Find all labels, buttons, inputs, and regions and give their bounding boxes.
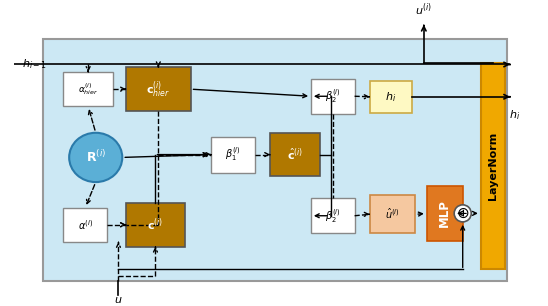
Text: $\mathbf{c}_{hier}^{(i)}$: $\mathbf{c}_{hier}^{(i)}$	[146, 79, 170, 99]
Text: MLP: MLP	[438, 200, 451, 227]
FancyBboxPatch shape	[427, 186, 463, 241]
Text: $u$: $u$	[114, 295, 123, 305]
FancyBboxPatch shape	[311, 198, 355, 233]
FancyBboxPatch shape	[126, 203, 185, 247]
Text: $h_i$: $h_i$	[509, 108, 521, 122]
Text: $\mathbf{c}^{(i)}$: $\mathbf{c}^{(i)}$	[147, 216, 164, 233]
Text: $\hat{u}^{(i)}$: $\hat{u}^{(i)}$	[385, 207, 400, 222]
Text: $h_{i-1}$: $h_{i-1}$	[22, 58, 47, 71]
Text: $\hat{\mathbf{c}}^{(i)}$: $\hat{\mathbf{c}}^{(i)}$	[287, 147, 303, 162]
Text: $\oplus$: $\oplus$	[456, 206, 470, 221]
FancyBboxPatch shape	[370, 80, 412, 113]
Ellipse shape	[69, 133, 122, 182]
Text: $\beta_2^{(i)}$: $\beta_2^{(i)}$	[325, 87, 341, 105]
Text: $\mathbf{R}^{(i)}$: $\mathbf{R}^{(i)}$	[85, 149, 106, 165]
Text: $\beta_2^{(i)}$: $\beta_2^{(i)}$	[325, 207, 341, 225]
Text: LayerNorm: LayerNorm	[488, 132, 498, 200]
FancyBboxPatch shape	[481, 63, 505, 269]
Text: $\alpha^{(i)}$: $\alpha^{(i)}$	[78, 218, 93, 232]
FancyBboxPatch shape	[270, 133, 319, 176]
FancyBboxPatch shape	[212, 136, 255, 173]
FancyBboxPatch shape	[64, 208, 107, 242]
FancyBboxPatch shape	[126, 67, 191, 111]
FancyBboxPatch shape	[64, 72, 113, 106]
FancyBboxPatch shape	[43, 39, 507, 281]
Text: $u^{(i)}$: $u^{(i)}$	[415, 2, 432, 18]
Circle shape	[454, 205, 471, 222]
FancyBboxPatch shape	[311, 79, 355, 114]
FancyBboxPatch shape	[370, 195, 415, 233]
Text: $h_i$: $h_i$	[385, 90, 396, 104]
Text: $\alpha_{hier}^{(i)}$: $\alpha_{hier}^{(i)}$	[78, 81, 99, 97]
Text: $\beta_1^{(i)}$: $\beta_1^{(i)}$	[225, 146, 241, 163]
